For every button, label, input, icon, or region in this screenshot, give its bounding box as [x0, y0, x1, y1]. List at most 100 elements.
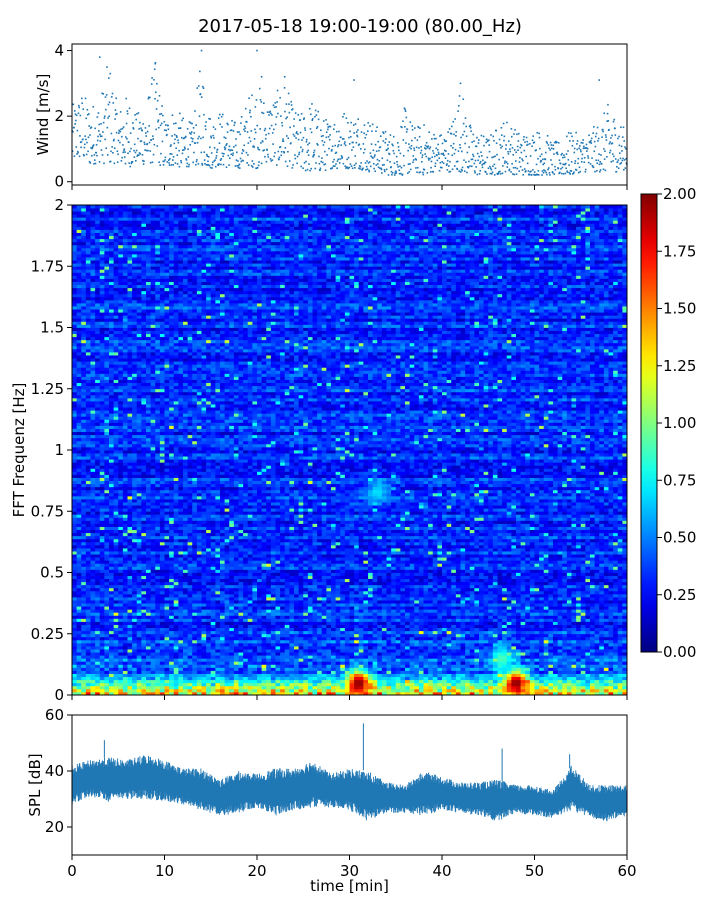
wind-data-point: [342, 162, 345, 165]
spectrogram-cell: [85, 682, 91, 687]
spectrogram-cell: [164, 664, 170, 668]
spectrogram-cell: [72, 226, 78, 230]
wind-data-point: [394, 174, 396, 176]
spectrogram-cell: [122, 453, 128, 457]
spectrogram-cell: [122, 523, 128, 527]
wind-data-point: [292, 133, 295, 136]
spectrogram-cell: [76, 676, 82, 681]
spectrogram-cell: [81, 593, 87, 598]
spectrogram-cell: [113, 428, 119, 433]
spectrogram-cell: [141, 655, 147, 659]
spectrogram-cell: [76, 486, 82, 491]
wind-data-point: [345, 117, 348, 120]
spectrogram-cell: [76, 615, 82, 619]
spectrogram-cell: [85, 621, 91, 625]
spectrogram-cell: [150, 587, 156, 592]
wind-data-point: [323, 141, 326, 144]
spectrogram-cell: [150, 557, 156, 561]
spectrogram-cell: [85, 691, 91, 696]
wind-data-point: [154, 61, 157, 64]
wind-data-point: [455, 131, 458, 133]
spectrogram-cell: [122, 223, 128, 227]
spectrogram-cell: [81, 557, 87, 561]
wind-data-point: [568, 172, 571, 174]
spectrogram-cell: [127, 388, 133, 393]
spectrogram-cell: [76, 348, 82, 353]
spectrogram-cell: [72, 557, 78, 561]
spectrogram-cell: [132, 296, 138, 301]
spectrogram-cell: [132, 205, 138, 209]
spectrogram-cell: [76, 416, 82, 420]
spectrogram-cell: [155, 544, 161, 549]
spectrogram-cell: [81, 627, 87, 632]
spectrogram-cell: [155, 238, 161, 243]
spectrogram-cell: [104, 434, 110, 439]
spectrogram-cell: [122, 609, 128, 613]
spectrogram-cell: [169, 434, 175, 439]
spectrogram-cell: [159, 211, 165, 215]
spectrogram-cell: [118, 560, 124, 564]
spectrogram-cell: [85, 425, 91, 429]
spectrogram-cell: [150, 293, 156, 298]
spectrogram-cell: [104, 263, 110, 267]
wind-data-point: [584, 147, 586, 149]
spectrogram-cell: [159, 541, 165, 546]
spectrogram-cell: [146, 266, 152, 270]
spectrogram-cell: [164, 425, 170, 429]
wind-data-point: [455, 160, 458, 163]
spectrogram-cell: [95, 401, 101, 405]
wind-data-point: [340, 155, 343, 157]
spectrogram-cell: [72, 260, 78, 264]
spectrogram-cell: [104, 554, 110, 558]
spectrogram-cell: [118, 281, 124, 286]
spectrogram-cell: [164, 348, 170, 353]
spectrogram-cell: [99, 557, 105, 561]
wind-data-point: [267, 156, 270, 158]
spectrogram-cell: [85, 309, 91, 313]
wind-data-point: [76, 150, 79, 153]
spectrogram-cell: [104, 275, 110, 279]
wind-data-point: [619, 163, 621, 165]
wind-data-point: [497, 172, 500, 175]
wind-data-point: [298, 153, 300, 156]
wind-data-point: [94, 127, 96, 130]
spectrogram-cell: [146, 324, 152, 328]
wind-data-point: [287, 137, 290, 140]
spectrogram-cell: [169, 618, 175, 622]
wind-data-point: [260, 101, 263, 103]
wind-data-point: [327, 126, 330, 128]
spectrogram-cell: [132, 348, 138, 353]
spectrogram-cell: [109, 263, 115, 267]
spectrogram-cell: [136, 584, 142, 589]
spectrogram-cell: [122, 649, 128, 653]
wind-data-point: [518, 170, 520, 172]
spectrogram-cell: [155, 658, 161, 662]
spectrogram-cell: [109, 416, 115, 420]
wind-data-point: [399, 172, 402, 175]
spectrogram-cell: [127, 658, 133, 662]
spectrogram-cell: [141, 364, 147, 368]
spectrogram-cell: [76, 431, 82, 436]
wind-data-point: [387, 147, 389, 150]
wind-data-point: [183, 137, 186, 139]
wind-data-point: [543, 169, 545, 171]
wind-data-point: [580, 141, 583, 144]
spectrogram-cell: [81, 348, 87, 353]
spectrogram-cell: [136, 477, 142, 482]
spectrogram-cell: [132, 511, 138, 515]
spectrogram-cell: [118, 474, 124, 478]
spectrogram-cell: [159, 404, 165, 408]
spectrogram-cell: [95, 477, 101, 482]
spectrogram-cell: [76, 364, 82, 368]
spectrogram-cell: [136, 688, 142, 693]
spectrogram-cell: [76, 563, 82, 567]
spectrogram-cell: [132, 244, 138, 249]
spectrogram-cell: [85, 355, 91, 359]
spectrogram-cell: [159, 299, 165, 304]
spectrogram-cell: [169, 688, 175, 693]
spectrogram-cell: [146, 434, 152, 439]
spectrogram-cell: [150, 453, 156, 457]
spectrogram-cell: [150, 404, 156, 408]
spectrogram-cell: [122, 232, 128, 237]
wind-data-point: [133, 156, 136, 158]
